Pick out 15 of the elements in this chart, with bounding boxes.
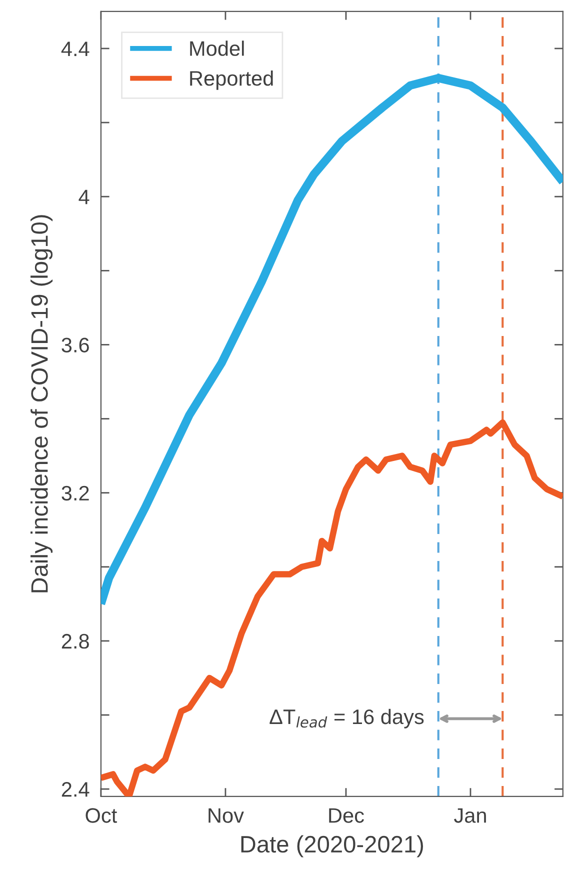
- y-tick-label: 2.8: [62, 634, 89, 649]
- y-tick-label: 3.2: [62, 486, 89, 501]
- x-tick-label: Oct: [86, 808, 118, 823]
- x-tick-label: Nov: [208, 808, 244, 823]
- y-tick-label: 4: [78, 190, 90, 204]
- x-axis-title: Date (2020-2021): [241, 835, 423, 858]
- legend-label: Reported: [190, 70, 273, 90]
- annotation: ΔT$_{lead}$ = 16 days: [270, 708, 424, 728]
- x-tick-label: Jan: [454, 808, 486, 823]
- y-tick-label: 3.6: [62, 338, 89, 352]
- legend-label: Model: [190, 40, 244, 56]
- y-tick-label: 2.4: [62, 782, 90, 797]
- x-tick-label: Dec: [329, 808, 364, 823]
- y-tick-label: 4.4: [61, 42, 90, 56]
- y-axis-title: Daily incidence of COVID-19 (log10): [30, 215, 53, 592]
